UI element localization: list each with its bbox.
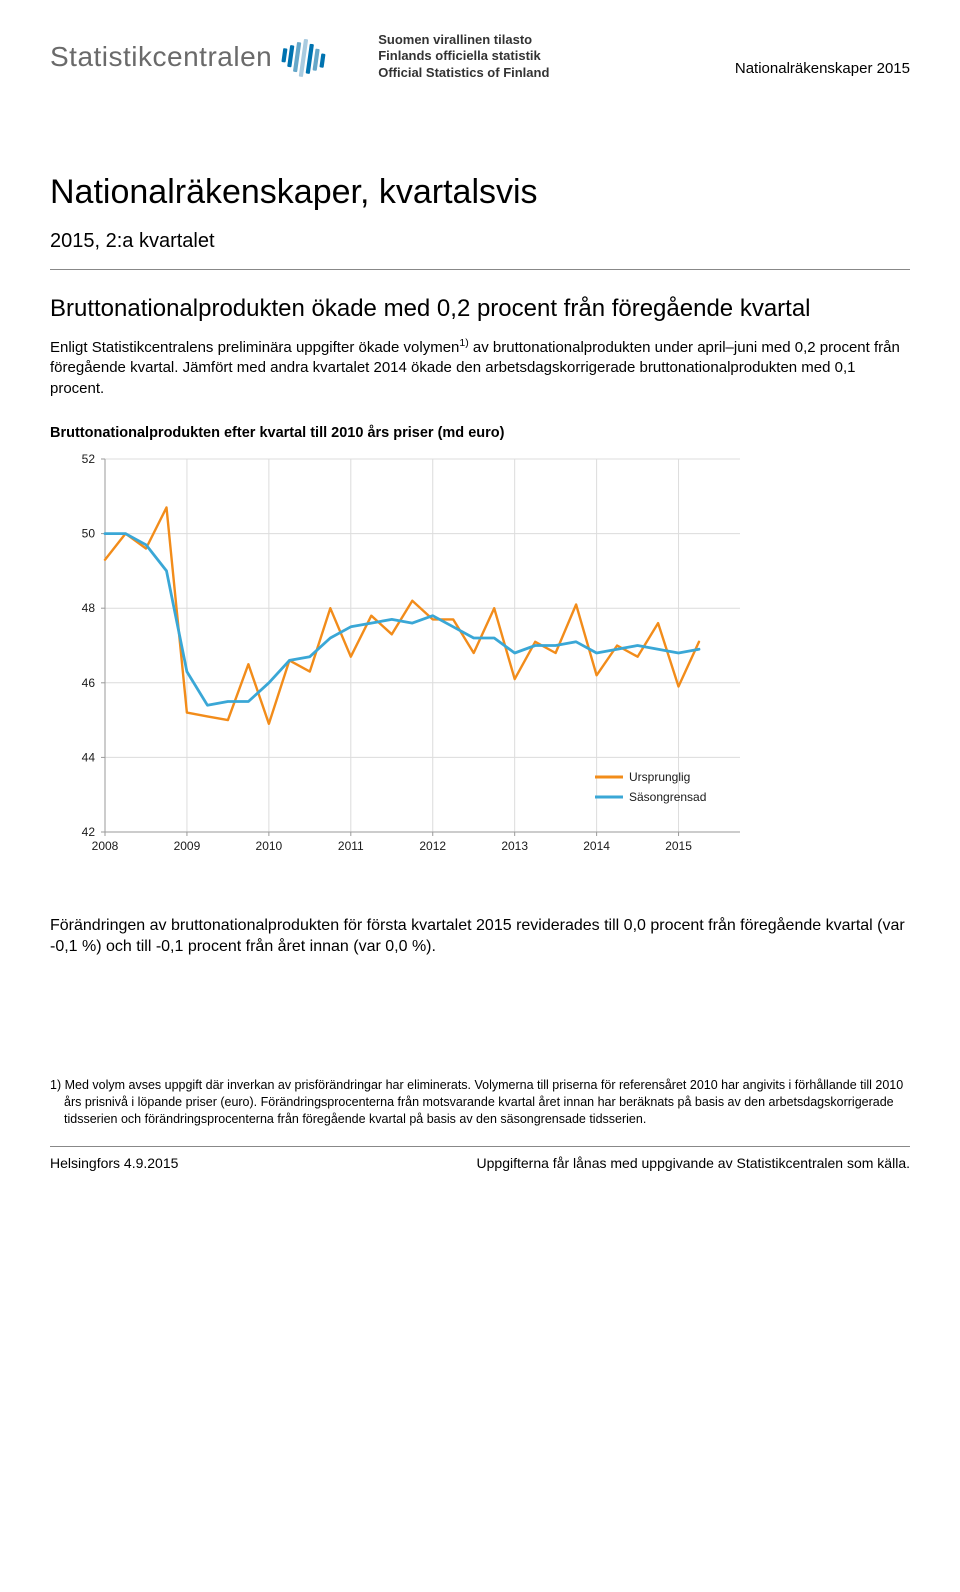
svg-text:42: 42 (82, 825, 96, 839)
footer-divider (50, 1146, 910, 1147)
official-statistics-label: Suomen virallinen tilastoFinlands offici… (378, 32, 549, 81)
page-header: Statistikcentralen Suomen virallinen til… (50, 30, 910, 83)
footer-source: Uppgifterna får lånas med uppgivande av … (477, 1155, 910, 1171)
logo-bars-icon (280, 30, 328, 83)
svg-text:2012: 2012 (419, 839, 446, 853)
page-title: Nationalräkenskaper, kvartalsvis (50, 173, 910, 212)
svg-text:44: 44 (82, 750, 96, 764)
svg-text:Säsongrensad: Säsongrensad (629, 790, 706, 804)
section-heading: Bruttonationalprodukten ökade med 0,2 pr… (50, 294, 910, 324)
logo-text: Statistikcentralen (50, 41, 272, 73)
footer: Helsingfors 4.9.2015 Uppgifterna får lån… (50, 1155, 910, 1171)
svg-text:2011: 2011 (338, 839, 364, 853)
svg-text:2010: 2010 (256, 839, 283, 853)
chart-title: Bruttonationalprodukten efter kvartal ti… (50, 425, 910, 441)
svg-text:52: 52 (82, 452, 96, 466)
svg-text:2015: 2015 (665, 839, 692, 853)
svg-text:46: 46 (82, 676, 96, 690)
footer-date: Helsingfors 4.9.2015 (50, 1155, 178, 1171)
official-statistics-line: Official Statistics of Finland (378, 65, 549, 81)
svg-text:2013: 2013 (501, 839, 528, 853)
intro-paragraph: Enligt Statistikcentralens preliminära u… (50, 336, 910, 399)
header-left: Statistikcentralen Suomen virallinen til… (50, 30, 549, 83)
footnote-ref: 1) (459, 337, 468, 349)
logo: Statistikcentralen (50, 30, 328, 83)
svg-text:50: 50 (82, 526, 96, 540)
official-statistics-line: Suomen virallinen tilasto (378, 32, 549, 48)
svg-text:2009: 2009 (174, 839, 201, 853)
body-paragraph: Förändringen av bruttonationalprodukten … (50, 915, 910, 957)
divider (50, 269, 910, 270)
svg-text:48: 48 (82, 601, 96, 615)
page-subtitle: 2015, 2:a kvartalet (50, 230, 910, 253)
chart: 42 44 46 48 50 52 2008 2009 2010 2011 2012 2013 2014… (50, 447, 910, 877)
svg-text:Ursprunglig: Ursprunglig (629, 770, 690, 784)
svg-text:2014: 2014 (583, 839, 610, 853)
header-category: Nationalräkenskaper 2015 (735, 30, 910, 77)
intro-text-before: Enligt Statistikcentralens preliminära u… (50, 339, 459, 356)
footnote: 1) Med volym avses uppgift där inverkan … (50, 1077, 910, 1128)
svg-text:2008: 2008 (92, 839, 119, 853)
official-statistics-line: Finlands officiella statistik (378, 48, 549, 64)
